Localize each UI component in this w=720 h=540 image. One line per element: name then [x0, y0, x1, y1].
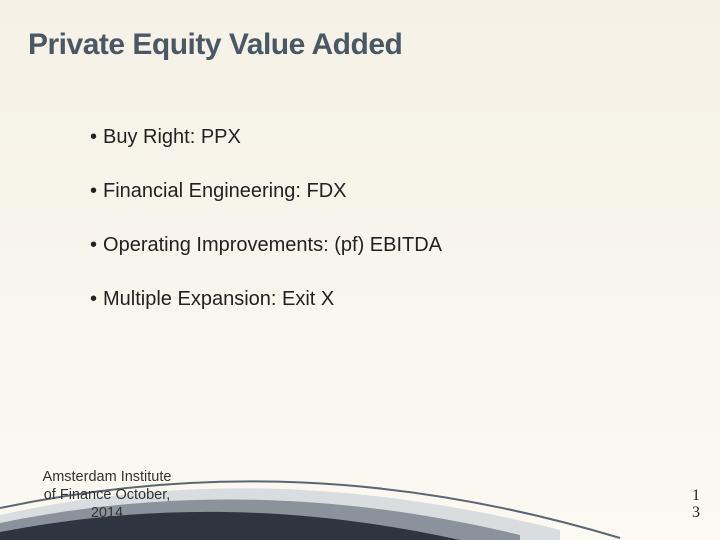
list-item: • Financial Engineering: FDX — [90, 178, 660, 204]
footer-line: of Finance October, — [44, 487, 171, 503]
footer-organization: Amsterdam Institute of Finance October, … — [22, 468, 192, 522]
bullet-list: • Buy Right: PPX • Financial Engineering: … — [90, 124, 660, 340]
footer-line: 2014 — [91, 505, 123, 521]
bullet-text: Financial Engineering: FDX — [103, 180, 346, 202]
list-item: • Multiple Expansion: Exit X — [90, 286, 660, 312]
page-number-top: 1 — [692, 487, 700, 505]
bullet-text: Multiple Expansion: Exit X — [103, 288, 334, 310]
bullet-mark: • — [90, 178, 97, 204]
page-number: 1 3 — [692, 487, 700, 522]
bullet-mark: • — [90, 286, 97, 312]
bullet-text: Operating Improvements: (pf) EBITDA — [103, 234, 442, 256]
page-number-bottom: 3 — [692, 504, 700, 522]
bullet-text: Buy Right: PPX — [103, 126, 241, 148]
page-title: Private Equity Value Added — [28, 28, 402, 62]
footer-line: Amsterdam Institute — [43, 469, 172, 485]
bullet-mark: • — [90, 124, 97, 150]
list-item: • Operating Improvements: (pf) EBITDA — [90, 232, 660, 258]
slide: Private Equity Value Added • Buy Right: P… — [0, 0, 720, 540]
list-item: • Buy Right: PPX — [90, 124, 660, 150]
bullet-mark: • — [90, 232, 97, 258]
